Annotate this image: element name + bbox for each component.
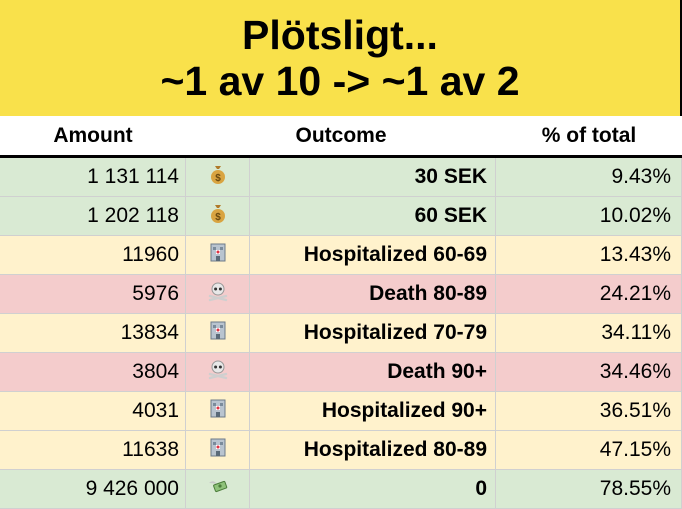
cell-icon[interactable]: [186, 470, 250, 508]
money-bag-icon: $: [207, 163, 229, 191]
cell-amount[interactable]: 11638: [0, 431, 186, 469]
table-row: 3804 Death 90+ 34.46%: [0, 353, 682, 392]
cell-outcome[interactable]: Death 80-89: [250, 275, 496, 313]
title-banner[interactable]: Plötsligt... ~1 av 10 -> ~1 av 2: [0, 0, 682, 116]
title-line-2: ~1 av 10 -> ~1 av 2: [160, 58, 520, 104]
cell-outcome[interactable]: Hospitalized 80-89: [250, 431, 496, 469]
cell-icon[interactable]: [186, 314, 250, 352]
cell-pct[interactable]: 24.21%: [496, 275, 682, 313]
table-body: 1 131 114 $30 SEK 9.43% 1 202 118 $60 SEK 10.…: [0, 158, 682, 509]
cell-icon[interactable]: [186, 353, 250, 391]
table-row: 5976 Death 80-89 24.21%: [0, 275, 682, 314]
cell-outcome[interactable]: 30 SEK: [250, 158, 496, 196]
cell-amount[interactable]: 5976: [0, 275, 186, 313]
cell-outcome[interactable]: Hospitalized 90+: [250, 392, 496, 430]
cell-outcome[interactable]: 0: [250, 470, 496, 508]
table-row: 11638 Hospitalized 80-89 47.15%: [0, 431, 682, 470]
table-row: 1 202 118 $60 SEK 10.02%: [0, 197, 682, 236]
cell-pct[interactable]: 13.43%: [496, 236, 682, 274]
hospital-icon: [207, 319, 229, 347]
skull-crossbones-icon: [207, 280, 229, 308]
cell-pct[interactable]: 34.11%: [496, 314, 682, 352]
cell-icon[interactable]: [186, 236, 250, 274]
hospital-icon: [207, 397, 229, 425]
money-with-wings-icon: [207, 475, 229, 503]
cell-outcome[interactable]: Hospitalized 70-79: [250, 314, 496, 352]
cell-pct[interactable]: 9.43%: [496, 158, 682, 196]
cell-icon[interactable]: $: [186, 197, 250, 235]
table-row: 9 426 000 0 78.55%: [0, 470, 682, 509]
cell-pct[interactable]: 47.15%: [496, 431, 682, 469]
table-row: 1 131 114 $30 SEK 9.43%: [0, 158, 682, 197]
svg-text:$: $: [215, 173, 221, 184]
column-header-row: Amount Outcome % of total: [0, 116, 682, 158]
cell-icon[interactable]: [186, 431, 250, 469]
cell-pct[interactable]: 78.55%: [496, 470, 682, 508]
column-header-amount[interactable]: Amount: [53, 123, 133, 147]
cell-pct[interactable]: 34.46%: [496, 353, 682, 391]
svg-text:$: $: [215, 212, 221, 223]
cell-outcome[interactable]: Hospitalized 60-69: [250, 236, 496, 274]
table-row: 11960 Hospitalized 60-69 13.43%: [0, 236, 682, 275]
cell-amount[interactable]: 4031: [0, 392, 186, 430]
cell-amount[interactable]: 3804: [0, 353, 186, 391]
hospital-icon: [207, 241, 229, 269]
title-line-1: Plötsligt...: [242, 12, 438, 58]
cell-amount[interactable]: 1 202 118: [0, 197, 186, 235]
column-header-pct[interactable]: % of total: [541, 123, 637, 147]
cell-icon[interactable]: [186, 275, 250, 313]
skull-crossbones-icon: [207, 358, 229, 386]
money-bag-icon: $: [207, 202, 229, 230]
table-row: 4031 Hospitalized 90+ 36.51%: [0, 392, 682, 431]
cell-outcome[interactable]: Death 90+: [250, 353, 496, 391]
table-row: 13834 Hospitalized 70-79 34.11%: [0, 314, 682, 353]
cell-amount[interactable]: 9 426 000: [0, 470, 186, 508]
cell-amount[interactable]: 1 131 114: [0, 158, 186, 196]
cell-pct[interactable]: 36.51%: [496, 392, 682, 430]
cell-icon[interactable]: [186, 392, 250, 430]
hospital-icon: [207, 436, 229, 464]
cell-amount[interactable]: 13834: [0, 314, 186, 352]
cell-pct[interactable]: 10.02%: [496, 197, 682, 235]
column-header-outcome[interactable]: Outcome: [295, 123, 387, 147]
cell-outcome[interactable]: 60 SEK: [250, 197, 496, 235]
cell-amount[interactable]: 11960: [0, 236, 186, 274]
cell-icon[interactable]: $: [186, 158, 250, 196]
